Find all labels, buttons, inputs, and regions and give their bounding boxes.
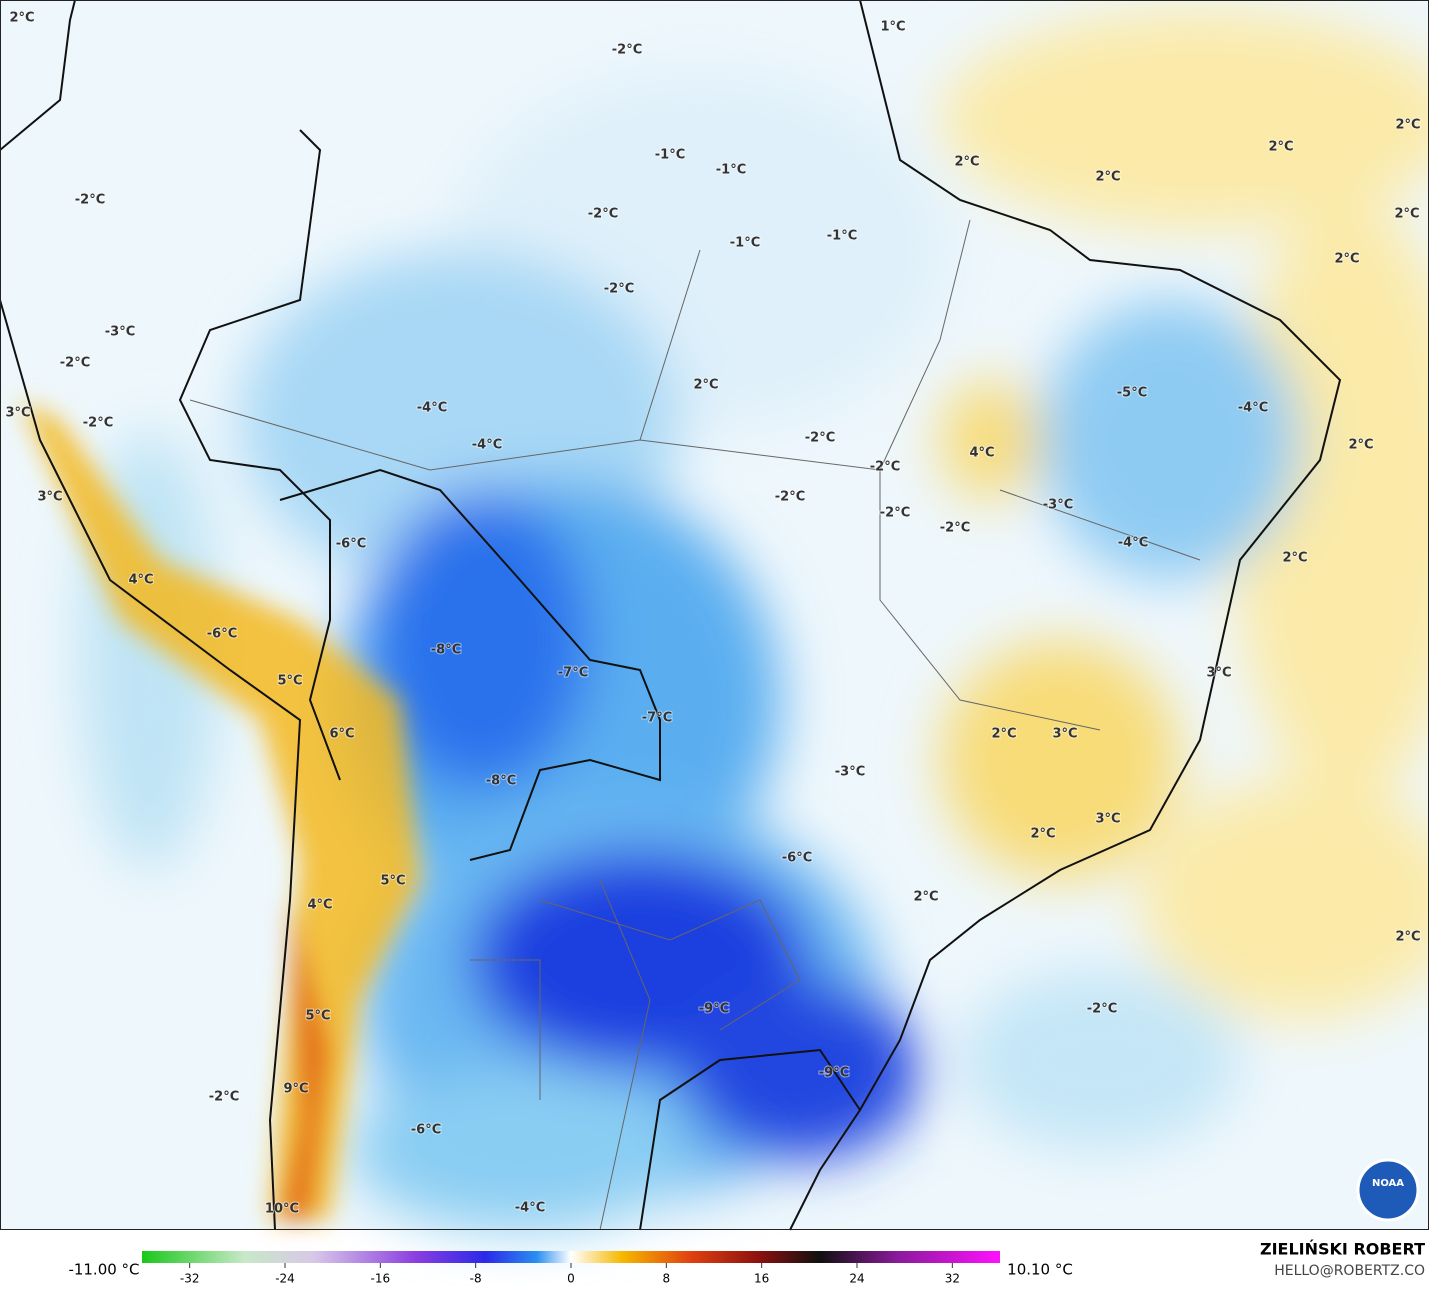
map-label: -6°C bbox=[207, 627, 237, 642]
logo-text: NOAA bbox=[1372, 1178, 1404, 1189]
map-label: -4°C bbox=[417, 401, 447, 416]
colorbar-tick-label: 32 bbox=[945, 1272, 960, 1286]
map-label: -1°C bbox=[827, 229, 857, 244]
colorbar-max: 10.10 °C bbox=[1007, 1261, 1073, 1279]
map-label: -2°C bbox=[588, 207, 618, 222]
map-label: -2°C bbox=[75, 193, 105, 208]
map-label: -2°C bbox=[940, 521, 970, 536]
map-label: 2°C bbox=[1030, 827, 1055, 842]
colorbar-tick-label: 8 bbox=[663, 1272, 671, 1286]
map-label: 3°C bbox=[1052, 727, 1077, 742]
map-label: -2°C bbox=[1087, 1002, 1117, 1017]
map-label: -2°C bbox=[870, 460, 900, 475]
map-label: -8°C bbox=[486, 774, 516, 789]
map-label: 1°C bbox=[880, 20, 905, 35]
map-label: 2°C bbox=[1348, 438, 1373, 453]
map-label: 3°C bbox=[1095, 812, 1120, 827]
map-label: 4°C bbox=[969, 446, 994, 461]
map-label: 5°C bbox=[277, 674, 302, 689]
colorbar-min: -11.00 °C bbox=[68, 1261, 139, 1279]
credit-name: ZIELIŃSKI ROBERT bbox=[1260, 1240, 1425, 1259]
map-label: -2°C bbox=[880, 506, 910, 521]
map-label: 5°C bbox=[380, 874, 405, 889]
colorbar-tick-label: -32 bbox=[180, 1272, 200, 1286]
map-label: 2°C bbox=[913, 890, 938, 905]
map-label: -6°C bbox=[336, 537, 366, 552]
colorbar-tick-label: 0 bbox=[567, 1272, 575, 1286]
map-label: 4°C bbox=[307, 898, 332, 913]
map-label: -4°C bbox=[515, 1201, 545, 1216]
map-label: -2°C bbox=[83, 416, 113, 431]
map-label: -5°C bbox=[1117, 386, 1147, 401]
map-label: -4°C bbox=[472, 438, 502, 453]
map-label: 3°C bbox=[1206, 666, 1231, 681]
map-label: -1°C bbox=[655, 148, 685, 163]
map-label: -2°C bbox=[612, 43, 642, 58]
map-label: -3°C bbox=[1043, 498, 1073, 513]
logo bbox=[1356, 1158, 1420, 1222]
map-label: 5°C bbox=[305, 1009, 330, 1024]
map-label: 2°C bbox=[1282, 551, 1307, 566]
map-label: -7°C bbox=[558, 666, 588, 681]
map-label: 4°C bbox=[128, 573, 153, 588]
map-label: 9°C bbox=[283, 1082, 308, 1097]
map-label: -2°C bbox=[805, 431, 835, 446]
map-label: -6°C bbox=[411, 1123, 441, 1138]
colorbar-tick-label: 24 bbox=[849, 1272, 864, 1286]
map-label: -2°C bbox=[60, 356, 90, 371]
map-label: -9°C bbox=[699, 1002, 729, 1017]
colorbar-tick-label: -24 bbox=[275, 1272, 295, 1286]
map-label: -2°C bbox=[209, 1090, 239, 1105]
colorbar-tick-label: -16 bbox=[371, 1272, 391, 1286]
map-label: -2°C bbox=[604, 282, 634, 297]
map-label: 2°C bbox=[1268, 140, 1293, 155]
map-label: 3°C bbox=[37, 490, 62, 505]
map-label: -7°C bbox=[642, 711, 672, 726]
map-label: 6°C bbox=[329, 727, 354, 742]
map-background bbox=[0, 0, 1429, 1231]
map-label: -9°C bbox=[819, 1066, 849, 1081]
map-label: -2°C bbox=[775, 490, 805, 505]
map-label: 2°C bbox=[1334, 252, 1359, 267]
colorbar-tick-label: -8 bbox=[470, 1272, 482, 1286]
map-label: 2°C bbox=[1095, 170, 1120, 185]
map-label: 2°C bbox=[1394, 207, 1419, 222]
map-label: -3°C bbox=[835, 765, 865, 780]
map-label: -4°C bbox=[1238, 401, 1268, 416]
colorbar bbox=[142, 1251, 1000, 1263]
map-label: 2°C bbox=[9, 11, 34, 26]
map-label: -1°C bbox=[730, 236, 760, 251]
map-label: 3°C bbox=[5, 406, 30, 421]
map-label: -6°C bbox=[782, 851, 812, 866]
map-label: 2°C bbox=[954, 155, 979, 170]
map-label: -4°C bbox=[1118, 536, 1148, 551]
map-label: -1°C bbox=[716, 163, 746, 178]
credit-email: HELLO@ROBERTZ.CO bbox=[1274, 1263, 1425, 1279]
map-label: 2°C bbox=[991, 727, 1016, 742]
map-label: 10°C bbox=[265, 1202, 299, 1217]
colorbar-tick-label: 16 bbox=[754, 1272, 769, 1286]
map-label: 2°C bbox=[1395, 118, 1420, 133]
map-label: 2°C bbox=[693, 378, 718, 393]
map-label: -3°C bbox=[105, 325, 135, 340]
map-label: -8°C bbox=[431, 643, 461, 658]
map-label: 2°C bbox=[1395, 930, 1420, 945]
